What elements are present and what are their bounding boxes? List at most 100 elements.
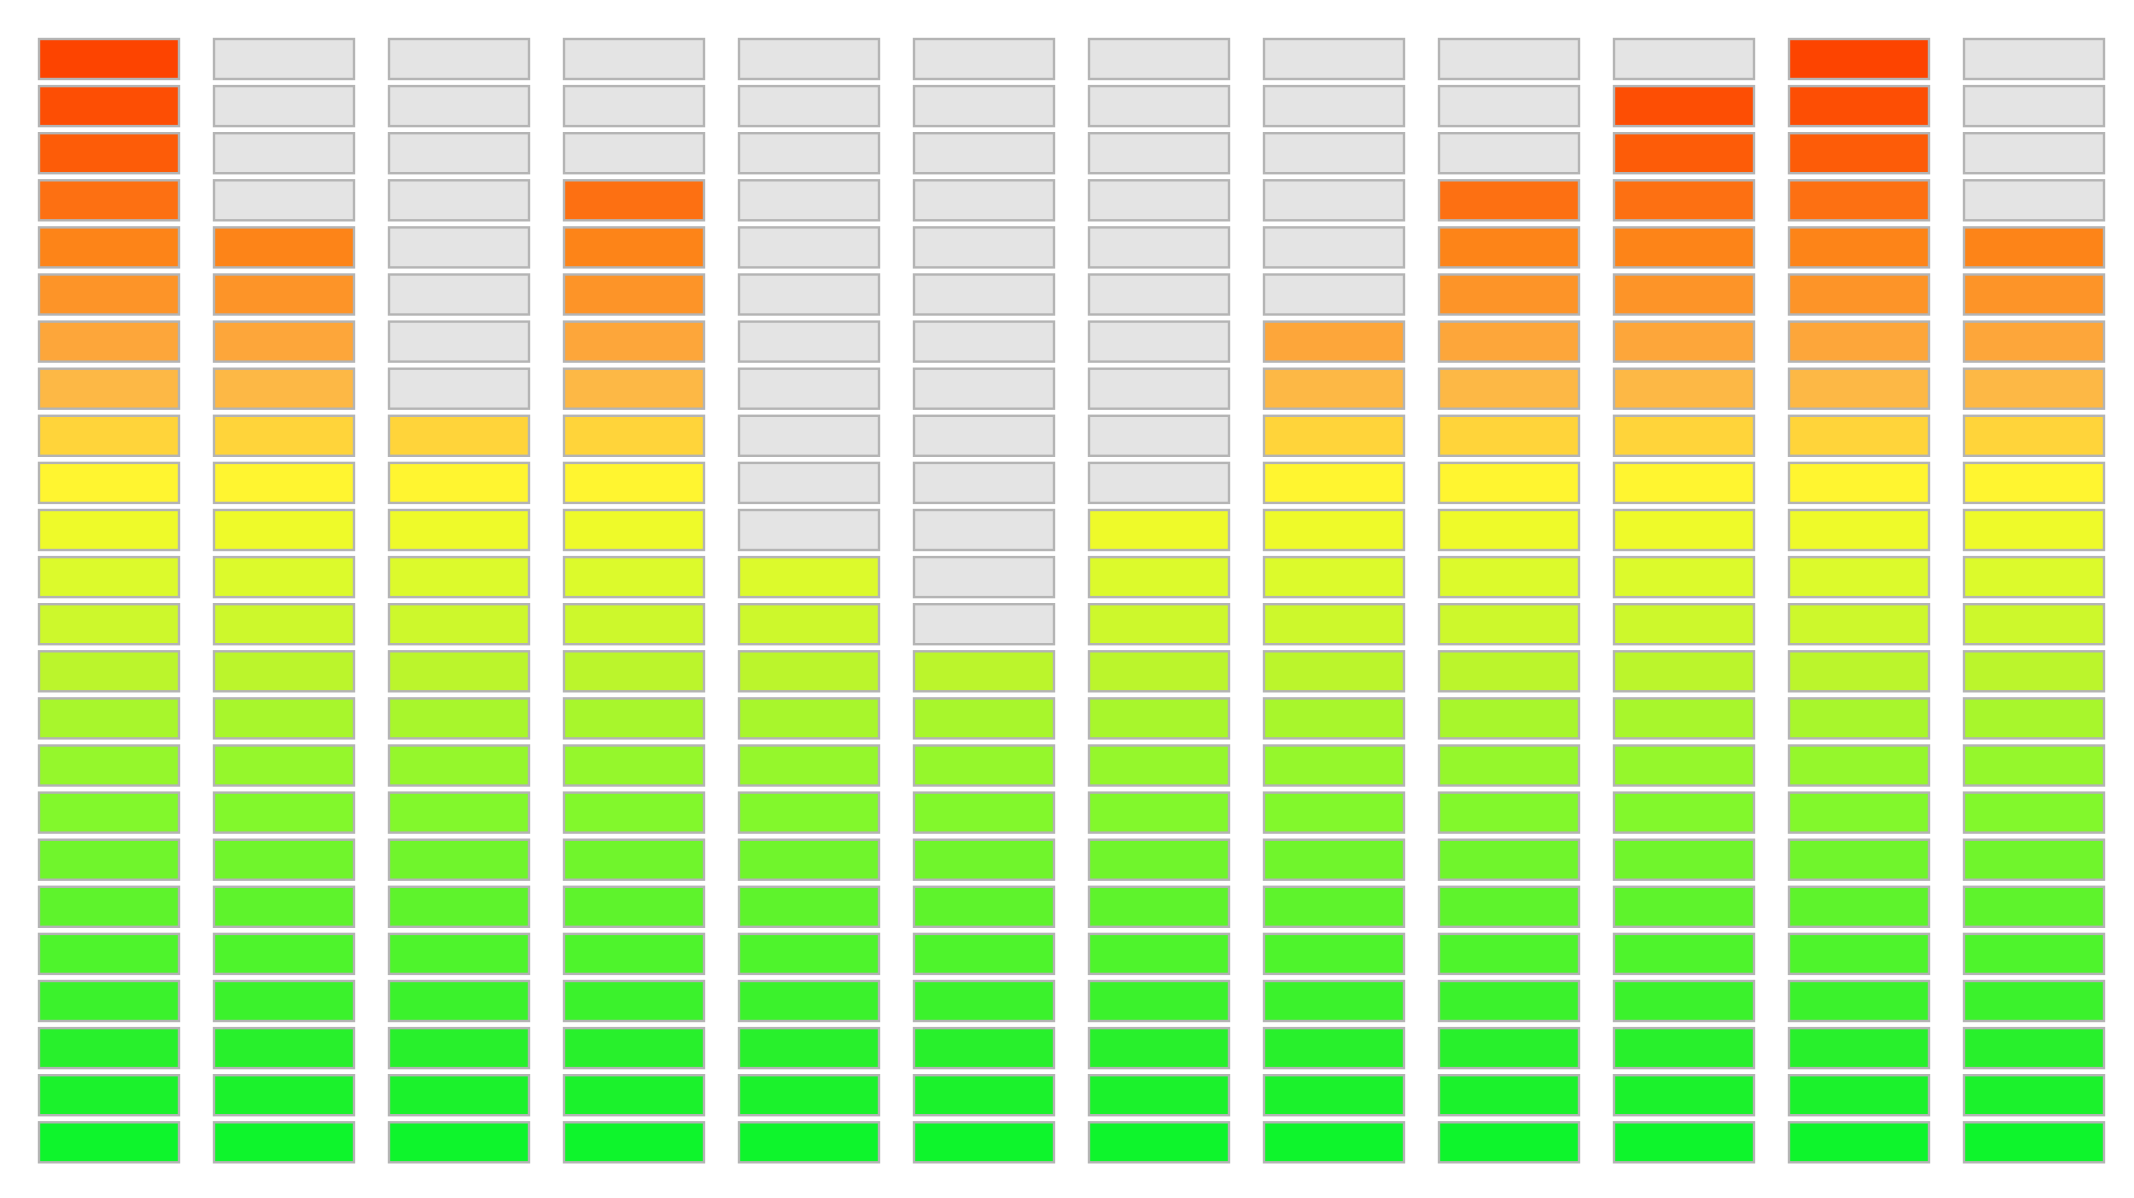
bar-4-segment-8-lit <box>562 791 706 834</box>
bar-10-segment-22-lit <box>1612 131 1756 175</box>
bar-6-segment-10-lit <box>912 697 1056 740</box>
bar-7-segment-21-unlit <box>1087 179 1231 222</box>
bar-10-segment-18-lit <box>1612 320 1756 363</box>
bar-9-segment-2-lit <box>1437 1073 1581 1117</box>
bar-8-segment-18-lit <box>1262 320 1406 363</box>
bar-5-segment-6-lit <box>737 885 881 928</box>
bar-11-segment-7-lit <box>1787 838 1931 881</box>
bar-8-segment-5-lit <box>1262 932 1406 976</box>
bar-12-segment-19-lit <box>1962 273 2106 316</box>
bar-12-segment-9-lit <box>1962 744 2106 787</box>
bar-4-segment-19-lit <box>562 273 706 316</box>
bar-12-segment-15-lit <box>1962 461 2106 505</box>
bar-4-segment-9-lit <box>562 744 706 787</box>
bar-11-segment-22-lit <box>1787 131 1931 175</box>
bar-3 <box>387 37 531 1164</box>
bar-7-segment-17-unlit <box>1087 367 1231 410</box>
bar-12-segment-20-lit <box>1962 226 2106 269</box>
bar-9-segment-12-lit <box>1437 603 1581 646</box>
bar-8-segment-7-lit <box>1262 838 1406 881</box>
bar-2-segment-2-lit <box>212 1073 356 1117</box>
bar-5-segment-5-lit <box>737 932 881 976</box>
bar-3-segment-15-lit <box>387 461 531 505</box>
bar-9-segment-6-lit <box>1437 885 1581 928</box>
bar-3-segment-17-unlit <box>387 367 531 410</box>
bar-2-segment-10-lit <box>212 697 356 740</box>
bar-2-segment-14-lit <box>212 508 356 552</box>
bar-10-segment-24-unlit <box>1612 37 1756 81</box>
bar-8-segment-15-lit <box>1262 461 1406 505</box>
bar-3-segment-18-unlit <box>387 320 531 363</box>
bar-6-segment-13-unlit <box>912 555 1056 599</box>
bar-4-segment-5-lit <box>562 932 706 976</box>
bar-8-segment-8-lit <box>1262 791 1406 834</box>
bar-5-segment-15-unlit <box>737 461 881 505</box>
bar-9-segment-21-lit <box>1437 179 1581 222</box>
bar-11-segment-12-lit <box>1787 603 1931 646</box>
bar-2-segment-24-unlit <box>212 37 356 81</box>
bar-8-segment-13-lit <box>1262 555 1406 599</box>
bar-7-segment-7-lit <box>1087 838 1231 881</box>
bar-9-segment-13-lit <box>1437 555 1581 599</box>
bar-12-segment-24-unlit <box>1962 37 2106 81</box>
bar-9-segment-15-lit <box>1437 461 1581 505</box>
bar-10-segment-16-lit <box>1612 414 1756 457</box>
bar-8-segment-2-lit <box>1262 1073 1406 1117</box>
bar-4-segment-4-lit <box>562 979 706 1023</box>
bar-2-segment-18-lit <box>212 320 356 363</box>
bar-4-segment-21-lit <box>562 179 706 222</box>
bar-7-segment-11-lit <box>1087 650 1231 693</box>
bar-5-segment-22-unlit <box>737 131 881 175</box>
bar-11-segment-2-lit <box>1787 1073 1931 1117</box>
bar-5 <box>737 37 881 1164</box>
bar-2-segment-15-lit <box>212 461 356 505</box>
bar-9-segment-22-unlit <box>1437 131 1581 175</box>
bar-12-segment-23-unlit <box>1962 84 2106 128</box>
bar-11-segment-17-lit <box>1787 367 1931 410</box>
bar-10-segment-13-lit <box>1612 555 1756 599</box>
bar-8-segment-14-lit <box>1262 508 1406 552</box>
bar-6-segment-16-unlit <box>912 414 1056 457</box>
bar-8-segment-9-lit <box>1262 744 1406 787</box>
bar-6-segment-18-unlit <box>912 320 1056 363</box>
bar-9-segment-3-lit <box>1437 1026 1581 1070</box>
bar-10-segment-23-lit <box>1612 84 1756 128</box>
bar-11-segment-1-lit <box>1787 1121 1931 1164</box>
bar-1-segment-4-lit <box>37 979 181 1023</box>
bar-8-segment-21-unlit <box>1262 179 1406 222</box>
bar-4-segment-1-lit <box>562 1121 706 1164</box>
bar-3-segment-11-lit <box>387 650 531 693</box>
bar-4-segment-16-lit <box>562 414 706 457</box>
bar-7 <box>1087 37 1231 1164</box>
bar-3-segment-14-lit <box>387 508 531 552</box>
bar-7-segment-15-unlit <box>1087 461 1231 505</box>
bar-10-segment-11-lit <box>1612 650 1756 693</box>
bar-8-segment-16-lit <box>1262 414 1406 457</box>
bar-10-segment-2-lit <box>1612 1073 1756 1117</box>
bar-11-segment-9-lit <box>1787 744 1931 787</box>
bar-3-segment-2-lit <box>387 1073 531 1117</box>
bar-11-segment-5-lit <box>1787 932 1931 976</box>
bar-1-segment-9-lit <box>37 744 181 787</box>
bar-3-segment-4-lit <box>387 979 531 1023</box>
bar-10-segment-21-lit <box>1612 179 1756 222</box>
bar-9-segment-4-lit <box>1437 979 1581 1023</box>
bar-4-segment-11-lit <box>562 650 706 693</box>
bar-6-segment-9-lit <box>912 744 1056 787</box>
bar-8-segment-3-lit <box>1262 1026 1406 1070</box>
bar-7-segment-1-lit <box>1087 1121 1231 1164</box>
bar-4 <box>562 37 706 1164</box>
bar-12-segment-18-lit <box>1962 320 2106 363</box>
bar-10-segment-8-lit <box>1612 791 1756 834</box>
bar-2-segment-11-lit <box>212 650 356 693</box>
bar-8 <box>1262 37 1406 1164</box>
bar-8-segment-23-unlit <box>1262 84 1406 128</box>
bar-11-segment-18-lit <box>1787 320 1931 363</box>
bar-2-segment-5-lit <box>212 932 356 976</box>
bar-9-segment-24-unlit <box>1437 37 1581 81</box>
bar-4-segment-7-lit <box>562 838 706 881</box>
bar-6-segment-1-lit <box>912 1121 1056 1164</box>
bar-1-segment-11-lit <box>37 650 181 693</box>
bar-1-segment-24-lit <box>37 37 181 81</box>
